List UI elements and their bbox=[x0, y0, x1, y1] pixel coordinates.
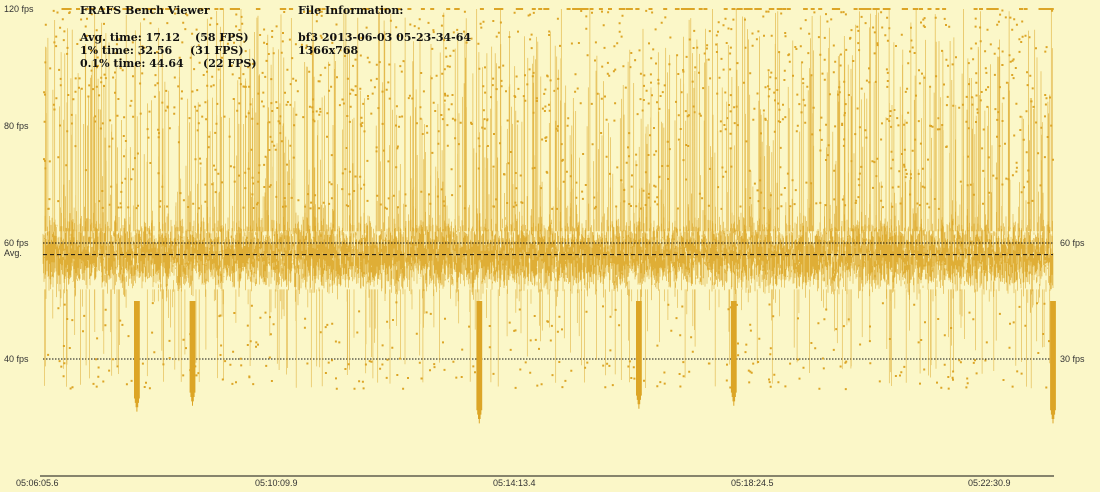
average-line bbox=[43, 242, 1053, 256]
p01-time-label: 0.1% time: 44.64 bbox=[80, 57, 184, 70]
file-info-heading: File Information: bbox=[298, 4, 404, 17]
fps-dip bbox=[189, 301, 196, 406]
file-name: bf3 2013-06-03 05-23-34-64 bbox=[298, 31, 472, 44]
x-tick-label: 05:10:09.9 bbox=[255, 478, 298, 488]
y-tick-label-left: 80 fps bbox=[4, 121, 29, 131]
y-tick-label-right: 30 fps bbox=[1060, 354, 1085, 364]
p1-time-label: 1% time: 32.56 bbox=[80, 44, 173, 57]
p1-fps-value: (31 FPS) bbox=[190, 44, 244, 57]
fps-dip bbox=[134, 301, 140, 412]
y-tick-label-left: 60 fps bbox=[4, 238, 29, 248]
fps-low-spikes bbox=[44, 289, 1051, 389]
fps-dip bbox=[636, 301, 642, 409]
x-tick-label: 05:14:13.4 bbox=[493, 478, 536, 488]
y-tick-label-right: 60 fps bbox=[1060, 238, 1085, 248]
y-tick-label-left: 120 fps bbox=[4, 4, 34, 14]
fps-dip bbox=[1050, 301, 1056, 424]
fps-series bbox=[42, 8, 1056, 424]
avg-fps-value: (58 FPS) bbox=[195, 31, 249, 44]
fps-spikes bbox=[44, 9, 1053, 232]
fps-dip bbox=[730, 301, 737, 406]
x-tick-label: 05:06:05.6 bbox=[16, 478, 59, 488]
y-tick-label-left: 40 fps bbox=[4, 354, 29, 364]
app-title: FRAFS Bench Viewer bbox=[80, 4, 210, 17]
x-tick-label: 05:22:30.9 bbox=[968, 478, 1011, 488]
fps-cap-points bbox=[61, 8, 1054, 10]
average-label: Avg. bbox=[4, 247, 22, 258]
fps-dip bbox=[476, 301, 483, 424]
fps-sample-points bbox=[43, 9, 1054, 391]
p01-fps-value: (22 FPS) bbox=[203, 57, 257, 70]
avg-time-label: Avg. time: 17.12 bbox=[80, 31, 181, 44]
x-tick-label: 05:18:24.5 bbox=[731, 478, 774, 488]
file-resolution: 1366x768 bbox=[298, 44, 359, 57]
